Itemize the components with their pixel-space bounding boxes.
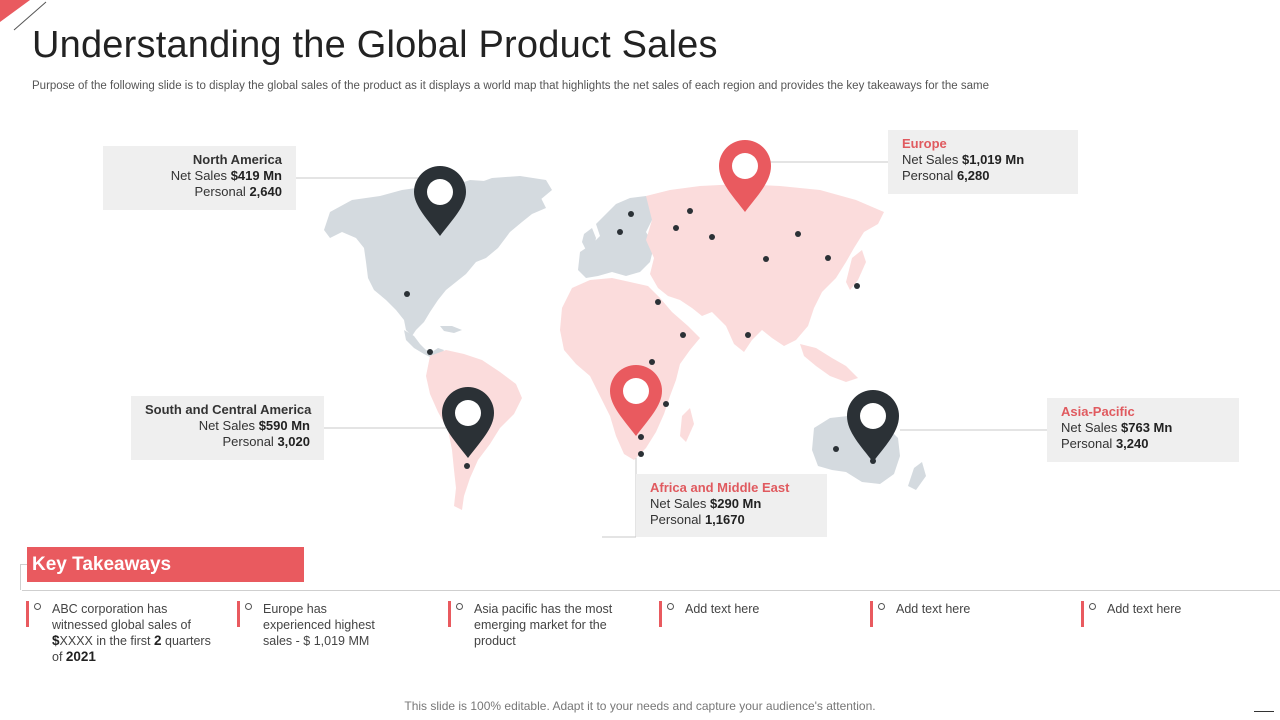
net-sales-value: $763 Mn	[1121, 420, 1173, 435]
corner-decoration	[0, 0, 47, 31]
net-sales-value: $590 Mn	[258, 418, 310, 433]
landmass-uk	[582, 228, 596, 250]
landmass-se-asia	[800, 344, 858, 382]
takeaway-text: Add text here	[685, 602, 760, 616]
personal-value: 3,240	[1115, 436, 1149, 451]
net-sales-value: $290 Mn	[710, 496, 762, 511]
key-takeaways-header: Key Takeaways	[27, 547, 304, 582]
takeaway-item: Add text here	[659, 601, 849, 627]
personal-value: 3,020	[277, 434, 310, 449]
landmass-madagascar	[680, 408, 694, 442]
city-dots	[404, 208, 876, 469]
bullet-circle-icon	[456, 603, 463, 610]
accent-bar	[1081, 601, 1084, 627]
landmass-north-america	[324, 180, 546, 336]
footer-dash	[1254, 711, 1274, 712]
accent-bar	[448, 601, 451, 627]
takeaway-text: Asia pacific has the most emerging marke…	[474, 602, 613, 648]
region-box-africa: Africa and Middle East Net Sales $290 Mn…	[636, 474, 827, 537]
landmass-new-zealand	[908, 462, 926, 490]
accent-bar	[26, 601, 29, 627]
region-box-asia-pacific: Asia-Pacific Net Sales $763 Mn Personal …	[1047, 398, 1239, 462]
takeaway-item: Add text here	[1081, 601, 1271, 627]
takeaways-corner-line	[20, 564, 28, 590]
region-name: South and Central America	[145, 402, 312, 417]
bullet-circle-icon	[245, 603, 252, 610]
accent-bar	[237, 601, 240, 627]
region-name: North America	[192, 152, 282, 167]
bullet-circle-icon	[1089, 603, 1096, 610]
takeaway-item: Add text here	[870, 601, 1060, 627]
landmass-greenland	[470, 176, 552, 212]
personal-value: 6,280	[956, 168, 990, 183]
map-pin-south-america-icon	[442, 387, 494, 458]
map-pin-africa-icon	[610, 365, 662, 436]
takeaway-item: Europe has experienced highest sales - $…	[237, 601, 397, 649]
personal-value: 1,1670	[704, 512, 745, 527]
page-subtitle: Purpose of the following slide is to dis…	[32, 80, 989, 92]
takeaway-text: Add text here	[1107, 602, 1182, 616]
region-box-europe: Europe Net Sales $1,019 Mn Personal 6,28…	[888, 130, 1078, 194]
region-box-south-america: South and Central America Net Sales $590…	[131, 396, 324, 460]
landmass-japan	[846, 250, 866, 290]
footer-note: This slide is 100% editable. Adapt it to…	[404, 699, 876, 713]
takeaway-text: Add text here	[896, 602, 971, 616]
bullet-circle-icon	[878, 603, 885, 610]
landmass-europe	[578, 196, 656, 278]
net-sales-value: $419 Mn	[230, 168, 282, 183]
net-sales-value: $1,019 Mn	[962, 152, 1025, 167]
landmass-asia	[646, 184, 884, 352]
page-title: Understanding the Global Product Sales	[32, 24, 718, 66]
takeaway-item: Asia pacific has the most emerging marke…	[448, 601, 633, 649]
takeaway-text: Europe has experienced highest sales - $…	[263, 602, 375, 648]
map-pin-europe-icon	[719, 140, 771, 212]
takeaways-divider	[22, 590, 1280, 591]
region-name: Africa and Middle East	[650, 480, 790, 495]
map-pin-north-america-icon	[414, 166, 466, 236]
accent-bar	[870, 601, 873, 627]
region-box-north-america: North America Net Sales $419 Mn Personal…	[103, 146, 296, 210]
takeaway-text: ABC corporation has witnessed global sal…	[52, 602, 211, 664]
bullet-circle-icon	[34, 603, 41, 610]
bullet-circle-icon	[667, 603, 674, 610]
landmass-central-america	[404, 330, 444, 358]
region-name: Asia-Pacific	[1061, 404, 1135, 419]
region-name: Europe	[902, 136, 947, 151]
map-pin-asia-pacific-icon	[847, 390, 899, 462]
landmass-caribbean	[440, 326, 462, 333]
takeaway-item: ABC corporation has witnessed global sal…	[26, 601, 216, 665]
personal-value: 2,640	[249, 184, 282, 199]
accent-bar	[659, 601, 662, 627]
